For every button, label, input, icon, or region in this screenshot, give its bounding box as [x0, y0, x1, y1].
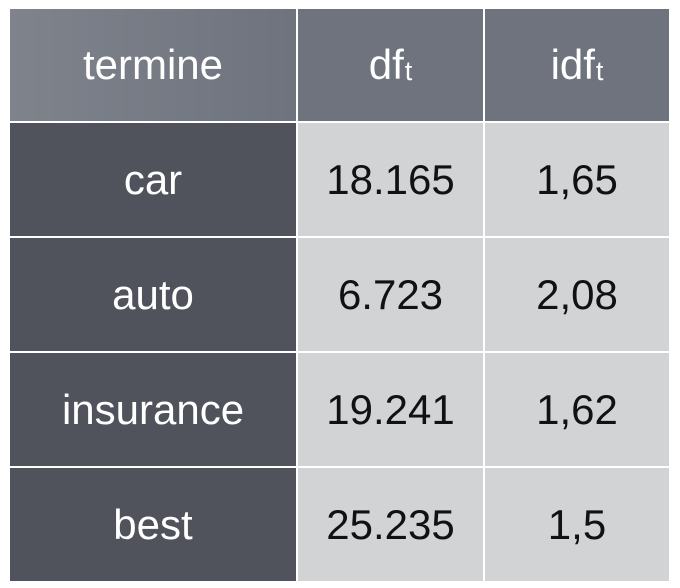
header-dft-subscript: t	[404, 55, 413, 86]
header-dft: df t	[298, 9, 483, 121]
df-value-insurance: 19.241	[298, 353, 483, 466]
row-term-car: car	[10, 123, 296, 236]
row-term-auto: auto	[10, 238, 296, 351]
header-dft-label: df	[368, 41, 404, 88]
header-idft-label: idf	[550, 41, 595, 88]
row-term-insurance: insurance	[10, 353, 296, 466]
idf-value-auto: 2,08	[485, 238, 669, 351]
idf-value-insurance: 1,62	[485, 353, 669, 466]
df-value-auto: 6.723	[298, 238, 483, 351]
df-value-best: 25.235	[298, 468, 483, 581]
row-term-best: best	[10, 468, 296, 581]
idf-value-best: 1,5	[485, 468, 669, 581]
header-idft: idf t	[485, 9, 669, 121]
df-value-car: 18.165	[298, 123, 483, 236]
term-frequency-table: termine df t idf t car 18.165 1,65 auto 6.…	[10, 9, 669, 581]
idf-value-car: 1,65	[485, 123, 669, 236]
header-termine-label: termine	[82, 41, 224, 88]
header-idft-subscript: t	[595, 55, 604, 86]
header-termine: termine	[10, 9, 296, 121]
